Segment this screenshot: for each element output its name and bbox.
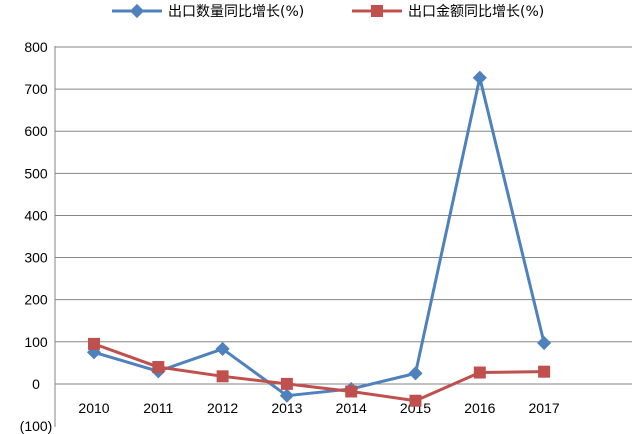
series-0-point xyxy=(472,70,487,85)
series-0-point xyxy=(215,341,230,357)
y-tick-label: 100 xyxy=(24,334,48,350)
series-markers xyxy=(86,70,552,407)
legend-item-0: 出口数量同比增长(%) xyxy=(112,3,304,20)
series-0-point xyxy=(279,388,294,403)
y-tick-label: 300 xyxy=(24,250,48,266)
x-tick-label: 2012 xyxy=(207,400,238,416)
x-tick-label: 2011 xyxy=(143,400,173,416)
x-tick-label: 2017 xyxy=(529,400,560,416)
series-0-point xyxy=(408,366,423,381)
series-1-point xyxy=(409,394,422,407)
legend-label: 出口金额同比增长(%) xyxy=(408,4,544,20)
series-line-1 xyxy=(93,342,545,403)
series-1-point xyxy=(152,361,165,374)
y-tick-label: 200 xyxy=(24,292,48,308)
legend-swatch-square xyxy=(371,5,383,17)
x-tick-label: 2015 xyxy=(400,400,431,416)
y-tick-label: 800 xyxy=(24,39,48,55)
y-tick-label: 600 xyxy=(24,123,48,139)
series-1-point xyxy=(538,365,551,378)
series-lines xyxy=(93,76,546,403)
y-tick-label: 400 xyxy=(24,207,48,223)
series-1-point xyxy=(345,385,358,398)
x-tick-label: 2016 xyxy=(464,400,495,416)
y-tick-label: 0 xyxy=(32,376,40,392)
legend: 出口数量同比增长(%) 出口金额同比增长(%) xyxy=(112,3,544,20)
series-1-point xyxy=(216,370,229,383)
x-tick-label: 2014 xyxy=(336,400,367,416)
gridlines xyxy=(55,46,632,343)
y-tick-label: (100) xyxy=(20,418,53,434)
x-tick-label: 2013 xyxy=(271,400,302,416)
axes xyxy=(54,46,632,427)
x-tick-label: 2010 xyxy=(78,400,109,416)
legend-swatch-diamond xyxy=(129,3,145,19)
legend-item-1: 出口金额同比增长(%) xyxy=(352,4,544,20)
y-tick-labels: 800 700 600 500 400 300 200 100 0 (100) xyxy=(20,39,53,434)
series-1-point xyxy=(473,366,486,379)
x-tick-labels: 2010 2011 2012 2013 2014 2015 2016 2017 xyxy=(78,400,559,416)
series-0-point xyxy=(537,335,552,351)
series-1-point xyxy=(280,377,293,390)
y-tick-label: 500 xyxy=(24,165,48,181)
legend-label: 出口数量同比增长(%) xyxy=(168,4,304,20)
y-tick-label: 700 xyxy=(24,81,48,97)
series-line-0 xyxy=(93,76,546,398)
series-1-point xyxy=(88,337,100,350)
